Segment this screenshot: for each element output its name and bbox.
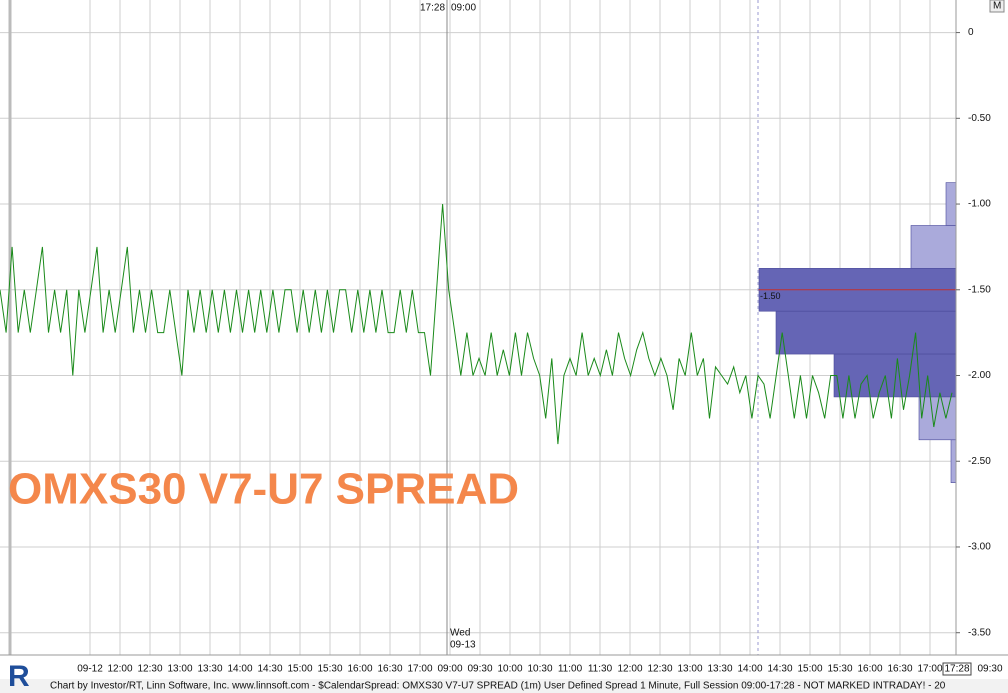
x-tick-label: 17:00 — [407, 664, 432, 675]
x-tick-label: 13:30 — [707, 664, 732, 675]
x-tick-label: 14:00 — [227, 664, 252, 675]
current-time-box — [942, 662, 972, 676]
profile-bar — [833, 353, 957, 398]
y-tick-label: -1.00 — [968, 199, 991, 210]
x-tick-label: 13:30 — [197, 664, 222, 675]
plot — [0, 203, 953, 445]
x-tick-label: 16:30 — [887, 664, 912, 675]
x-tick-label: 12:00 — [107, 664, 132, 675]
top-label: 17:28 — [420, 3, 445, 14]
x-tick-label: 11:30 — [588, 664, 613, 675]
x-tick-label: 12:30 — [647, 664, 672, 675]
x-tick-label: 17:28 — [944, 664, 969, 675]
x-tick-label: 10:00 — [497, 664, 522, 675]
x-tick-label: 14:30 — [257, 664, 282, 675]
x-tick-label: 15:00 — [797, 664, 822, 675]
poc-label: -1.50 — [760, 291, 781, 301]
x-tick-label: 13:00 — [677, 664, 702, 675]
y-tick-label: 0 — [968, 27, 974, 38]
x-tick-label: 09:00 — [437, 664, 462, 675]
x-tick-label: 17:00 — [917, 664, 942, 675]
x-tick-label: 16:30 — [377, 664, 402, 675]
y-tick-label: -1.50 — [968, 284, 991, 295]
corner-button-label[interactable]: M — [993, 1, 1001, 12]
y-tick-label: -3.00 — [968, 542, 991, 553]
y-tick-label: -2.00 — [968, 370, 991, 381]
x-tick-label: 16:00 — [347, 664, 372, 675]
annotation: OMXS30 V7-U7 SPREAD — [8, 465, 519, 514]
profile-bar — [950, 439, 957, 483]
x-tick-label: 13:00 — [167, 664, 192, 675]
x-tick-label: 16:00 — [857, 664, 882, 675]
profile-bar — [775, 310, 957, 355]
x-tick-label: 15:30 — [317, 664, 342, 675]
session-label: Wed — [450, 628, 470, 639]
series-line — [0, 203, 953, 445]
corner-button[interactable] — [989, 0, 1005, 13]
x-tick-label: 10:30 — [527, 664, 552, 675]
grid — [0, 0, 956, 655]
x-tick-label: 11:00 — [558, 664, 583, 675]
top-label: 09:00 — [451, 3, 476, 14]
x-tick-label: 12:00 — [617, 664, 642, 675]
y-tick-label: -3.50 — [968, 627, 991, 638]
x-tick-label: 09:30 — [467, 664, 492, 675]
x-tick-label: 09-12 — [77, 664, 103, 675]
profile-bar — [910, 225, 957, 269]
x-tick-label: 14:30 — [767, 664, 792, 675]
footer: Chart by Investor/RT, Linn Software, Inc… — [50, 681, 946, 692]
session-label: 09-13 — [450, 640, 476, 651]
x-tick-label: 15:00 — [287, 664, 312, 675]
footer-bg — [0, 679, 1008, 693]
x-tick-label: 12:30 — [137, 664, 162, 675]
y-tick-label: -0.50 — [968, 113, 991, 124]
x-tick-label: 14:00 — [737, 664, 762, 675]
logo: R — [8, 660, 30, 693]
y-tick-label: -2.50 — [968, 456, 991, 467]
profile-bar — [945, 182, 957, 226]
x-tick-label: 09:30 — [977, 664, 1002, 675]
x-tick-label: 15:30 — [827, 664, 852, 675]
